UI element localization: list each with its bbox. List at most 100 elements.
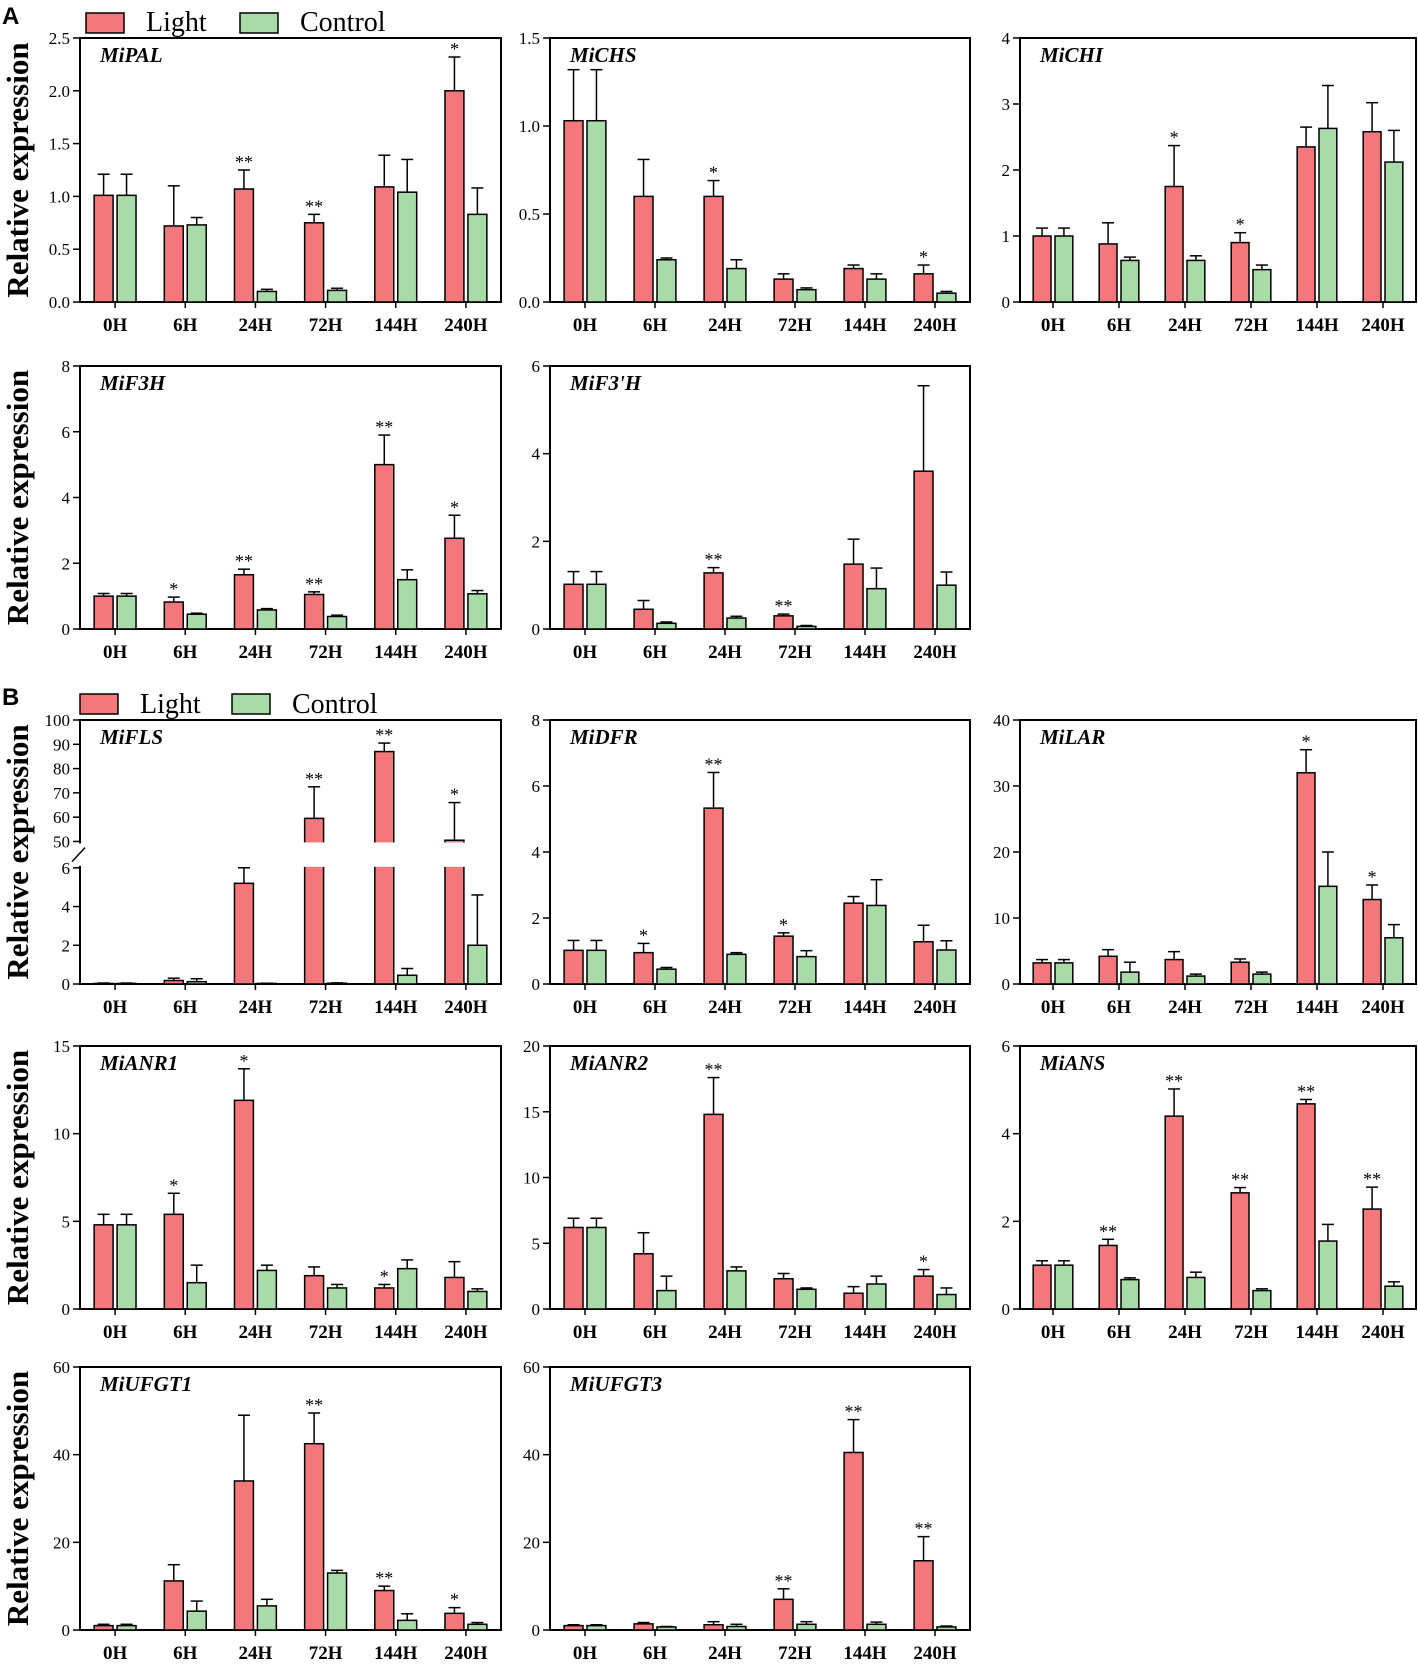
bar-control-0h: [586, 1226, 607, 1310]
bar-light-6h: [163, 1580, 184, 1631]
bar-control-240h: [1384, 937, 1404, 985]
bar-light-24h: [703, 1623, 724, 1631]
x-tick-label: 0H: [103, 997, 128, 1018]
x-tick-label: 240H: [1361, 1322, 1405, 1343]
y-tick-label: 6: [1002, 1037, 1011, 1056]
x-tick-label: 72H: [309, 1643, 343, 1664]
bar-control-240h: [1384, 1285, 1404, 1310]
y-axis-label: Relative expression: [0, 42, 35, 297]
bar-light-0h: [1032, 1264, 1052, 1310]
significance-mark: *: [919, 1252, 928, 1272]
x-tick-label: 24H: [239, 642, 273, 663]
significance-mark: *: [450, 785, 459, 805]
bar-light-72h: [303, 222, 325, 303]
bar-control-144h: [397, 578, 418, 630]
bar-light-24h: [1164, 185, 1184, 303]
significance-mark: **: [305, 769, 323, 789]
bar-light-0h: [1032, 962, 1052, 985]
x-tick-label: 144H: [374, 1322, 418, 1343]
plot-frame: [1019, 1045, 1417, 1310]
plot-frame: [79, 1366, 502, 1631]
x-tick-label: 6H: [173, 1643, 198, 1664]
bar-light-144h: [374, 463, 395, 630]
bar-light-6h: [633, 608, 654, 630]
panel-title: MiDFR: [569, 725, 638, 749]
bar-light-144h: [1296, 772, 1316, 985]
y-tick-label: 90: [53, 735, 70, 754]
x-tick-label: 24H: [708, 642, 742, 663]
y-tick-label: 6: [532, 777, 541, 796]
bar-control-0h: [1054, 1264, 1074, 1310]
bar-control-24h: [256, 290, 278, 303]
y-tick-label: 6: [532, 357, 541, 376]
bar-light-0h: [563, 1226, 584, 1310]
x-tick-label: 24H: [239, 1643, 273, 1664]
x-tick-label: 0H: [573, 1322, 598, 1343]
x-tick-label: 240H: [444, 642, 488, 663]
bar-control-24h: [726, 267, 747, 303]
plot-frame: [1019, 719, 1417, 985]
bar-light-144h: [374, 750, 395, 985]
y-tick-label: 1: [1002, 227, 1011, 246]
significance-mark: *: [1302, 732, 1311, 752]
x-tick-label: 144H: [843, 315, 887, 336]
x-tick-label: 6H: [643, 1643, 668, 1664]
bar-light-72h: [773, 615, 794, 630]
bar-control-240h: [936, 584, 957, 630]
bar-light-24h: [703, 195, 724, 303]
bar-light-144h: [843, 267, 864, 303]
x-tick-label: 24H: [708, 1322, 742, 1343]
legend-a-control-label: Control: [300, 7, 386, 38]
significance-mark: **: [1099, 1221, 1117, 1241]
plot-frame: [549, 37, 971, 303]
bar-light-24h: [233, 1099, 255, 1310]
bar-control-6h: [186, 1281, 207, 1310]
panel-title: MiLAR: [1039, 725, 1105, 749]
y-tick-label: 0: [62, 1621, 71, 1640]
x-tick-label: 24H: [708, 315, 742, 336]
bar-light-72h: [773, 278, 794, 303]
y-tick-label: 20: [53, 1533, 70, 1552]
y-tick-label: 0.5: [519, 205, 540, 224]
x-tick-label: 0H: [103, 1322, 128, 1343]
bar-control-144h: [1318, 1240, 1338, 1310]
x-tick-label: 24H: [239, 1322, 273, 1343]
legend-a-control-swatch: [239, 12, 279, 34]
bar-control-240h: [936, 292, 957, 303]
bar-light-6h: [163, 979, 184, 985]
y-tick-label: 50: [53, 832, 70, 851]
y-tick-label: 2: [532, 532, 541, 551]
bar-light-0h: [563, 949, 584, 985]
x-tick-label: 6H: [1107, 315, 1132, 336]
y-tick-label: 4: [532, 445, 541, 464]
bar-light-0h: [563, 1624, 584, 1631]
x-tick-label: 72H: [778, 997, 812, 1018]
panel-title: MiANS: [1039, 1051, 1105, 1075]
bar-light-240h: [444, 1276, 465, 1310]
x-tick-label: 24H: [1168, 997, 1202, 1018]
x-tick-label: 72H: [778, 642, 812, 663]
y-tick-label: 40: [993, 711, 1010, 730]
bar-light-240h: [913, 1559, 934, 1631]
bar-control-72h: [1252, 1289, 1272, 1310]
significance-mark: **: [305, 1395, 323, 1415]
x-tick-label: 24H: [1168, 1322, 1202, 1343]
bar-control-24h: [726, 1625, 747, 1631]
bar-light-24h: [1164, 1115, 1184, 1310]
panel-title: MiUFGT1: [99, 1372, 192, 1396]
significance-mark: *: [919, 247, 928, 267]
bar-light-0h: [93, 595, 114, 630]
bar-control-0h: [586, 949, 607, 985]
panel-title: MiF3'H: [569, 371, 642, 395]
y-tick-label: 0: [532, 620, 541, 639]
panel-title: MiANR1: [99, 1051, 178, 1075]
bar-light-240h: [913, 941, 934, 985]
y-tick-label: 8: [62, 357, 71, 376]
bar-light-240h: [1362, 130, 1382, 303]
x-tick-label: 6H: [643, 315, 668, 336]
x-tick-label: 6H: [643, 642, 668, 663]
significance-mark: **: [705, 754, 723, 774]
significance-mark: *: [450, 39, 459, 59]
bar-control-24h: [1186, 1276, 1206, 1310]
